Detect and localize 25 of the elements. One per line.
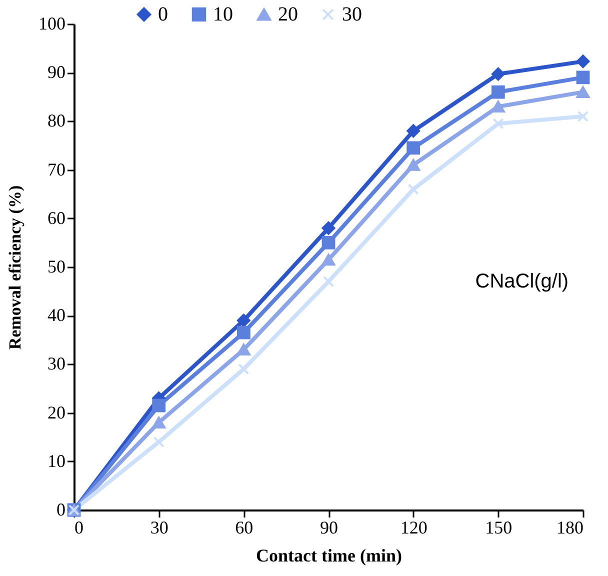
y-tick-label: 80 bbox=[48, 110, 66, 131]
x-tick-label: 30 bbox=[150, 518, 168, 538]
x-tick-label: 180 bbox=[556, 518, 584, 538]
legend-label: 30 bbox=[342, 4, 362, 26]
legend-label: 0 bbox=[158, 3, 168, 26]
y-tick-label: 50 bbox=[48, 256, 66, 276]
y-tick-label: 100 bbox=[38, 14, 66, 34]
x-tick-label: 150 bbox=[485, 518, 512, 538]
y-tick-label: 60 bbox=[48, 208, 66, 228]
x-tick-label: 120 bbox=[400, 518, 428, 538]
y-tick-label: 90 bbox=[48, 62, 66, 82]
y-tick-label: 0 bbox=[56, 500, 66, 520]
y-tick-label: 70 bbox=[48, 159, 66, 180]
y-axis-title: Removal eficiency (%) bbox=[6, 185, 24, 350]
x-tick-label: 60 bbox=[235, 518, 254, 538]
y-tick-label: 30 bbox=[48, 354, 66, 374]
y-tick-label: 20 bbox=[48, 402, 66, 422]
legend-label: 20 bbox=[278, 4, 298, 26]
x-tick-label: 90 bbox=[320, 518, 338, 538]
legend-label: 10 bbox=[213, 3, 233, 26]
x-axis-title: Contact time (min) bbox=[256, 546, 402, 566]
y-tick-label: 40 bbox=[48, 305, 66, 326]
annotation: CNaCl(g/l) bbox=[475, 270, 569, 293]
x-tick-label: 0 bbox=[74, 518, 84, 538]
y-tick-label: 10 bbox=[48, 450, 66, 471]
